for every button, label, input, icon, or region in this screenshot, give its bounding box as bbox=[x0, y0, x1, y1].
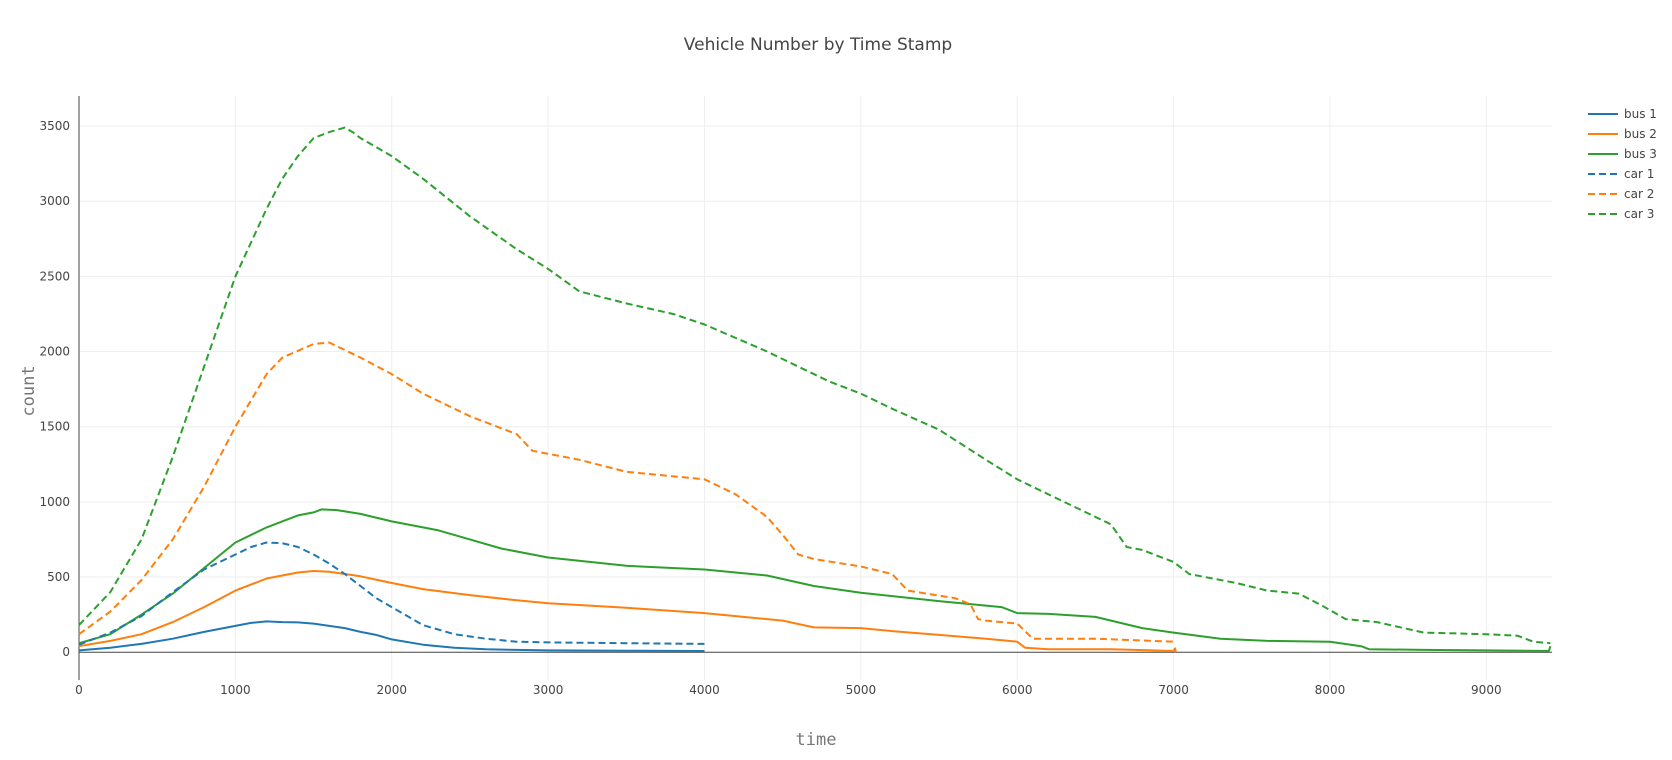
x-tick-label: 6000 bbox=[1002, 683, 1033, 697]
x-axis-title: time bbox=[796, 730, 837, 750]
y-tick-label: 3500 bbox=[39, 119, 70, 133]
y-tick-label: 2000 bbox=[39, 345, 70, 359]
y-tick-label: 1500 bbox=[39, 420, 70, 434]
legend-item[interactable]: car 2 bbox=[1588, 187, 1654, 201]
series-line-bus-1 bbox=[78, 620, 705, 652]
legend-label: car 2 bbox=[1624, 187, 1654, 201]
y-tick-label: 0 bbox=[62, 645, 70, 659]
x-tick-label: 9000 bbox=[1471, 683, 1502, 697]
series-line-car-2 bbox=[78, 341, 1174, 643]
x-tick-label: 1000 bbox=[220, 683, 251, 697]
x-tick-label: 0 bbox=[75, 683, 83, 697]
x-tick-label: 4000 bbox=[689, 683, 720, 697]
y-tick-label: 1000 bbox=[39, 495, 70, 509]
y-tick-label: 3000 bbox=[39, 194, 70, 208]
legend-item[interactable]: bus 1 bbox=[1588, 107, 1657, 121]
x-tick-label: 7000 bbox=[1158, 683, 1189, 697]
x-tick-label: 5000 bbox=[846, 683, 877, 697]
series-line-car-1 bbox=[78, 541, 705, 646]
series-line-car-3 bbox=[78, 126, 1551, 645]
series-line-bus-2 bbox=[78, 570, 1177, 653]
grid bbox=[79, 96, 1552, 680]
x-tick-label: 3000 bbox=[533, 683, 564, 697]
axes: 0 1000 2000 3000 4000 5000 6000 7000 8000 9000 0 50… bbox=[39, 96, 1552, 697]
legend-label: car 3 bbox=[1624, 207, 1654, 221]
legend: bus 1 bus 2 bus 3 car 1 car 2 car 3 bbox=[1588, 107, 1657, 221]
legend-label: bus 2 bbox=[1624, 127, 1657, 141]
y-axis-title: count bbox=[19, 365, 39, 416]
y-tick-label: 2500 bbox=[39, 269, 70, 283]
series-lines bbox=[78, 126, 1552, 653]
x-tick-label: 2000 bbox=[376, 683, 407, 697]
legend-label: bus 3 bbox=[1624, 147, 1657, 161]
legend-item[interactable]: car 3 bbox=[1588, 207, 1654, 221]
series-line-bus-3 bbox=[78, 508, 1552, 652]
legend-label: bus 1 bbox=[1624, 107, 1657, 121]
legend-item[interactable]: car 1 bbox=[1588, 167, 1654, 181]
chart-title: Vehicle Number by Time Stamp bbox=[684, 35, 952, 55]
legend-item[interactable]: bus 2 bbox=[1588, 127, 1657, 141]
x-tick-label: 8000 bbox=[1315, 683, 1346, 697]
legend-item[interactable]: bus 3 bbox=[1588, 147, 1657, 161]
y-tick-label: 500 bbox=[47, 570, 70, 584]
legend-label: car 1 bbox=[1624, 167, 1654, 181]
